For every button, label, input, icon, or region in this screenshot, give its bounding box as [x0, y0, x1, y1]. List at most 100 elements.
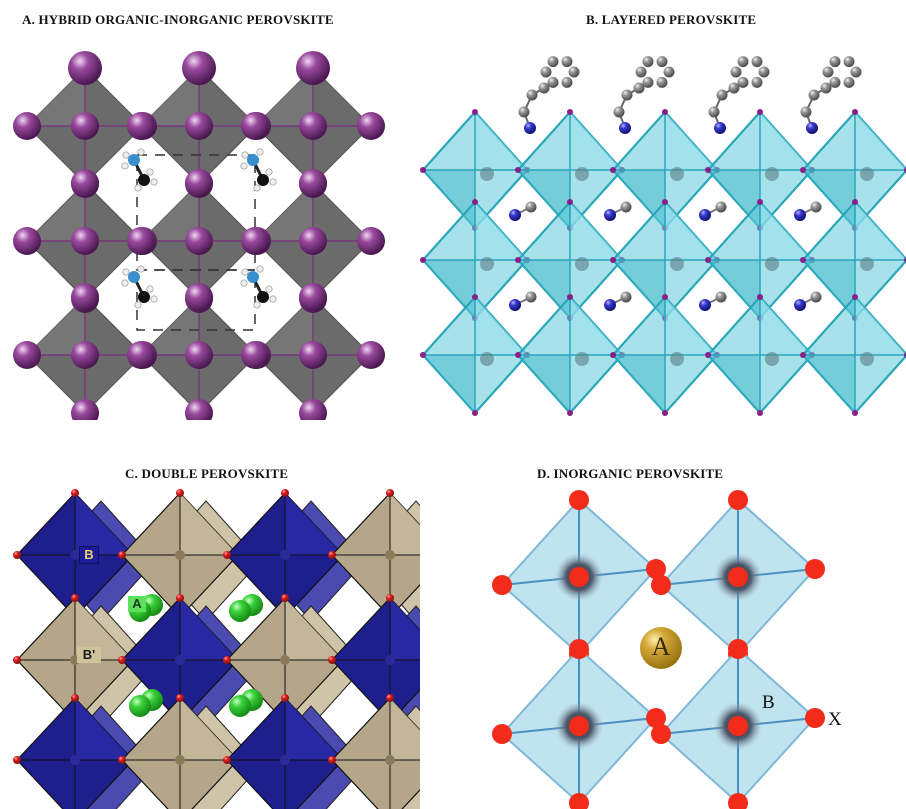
halide-atom	[567, 410, 573, 416]
oxygen-atom	[328, 656, 336, 664]
octahedron-face	[255, 297, 313, 355]
octahedron-face	[141, 297, 199, 355]
oxygen-atom	[328, 551, 336, 559]
carbon-atom	[620, 201, 632, 213]
carbon-atom	[843, 76, 855, 88]
carbon-atom	[810, 201, 822, 213]
carbon-atom	[820, 82, 832, 94]
carbon-atom	[525, 201, 537, 213]
halide-atom	[241, 112, 269, 140]
halide-atom	[185, 169, 213, 197]
carbon-atom	[850, 66, 862, 78]
oxygen-atom	[281, 694, 289, 702]
x-anion	[492, 575, 512, 595]
halide-atom	[515, 352, 521, 358]
oxygen-atom	[281, 489, 289, 497]
halide-atom	[13, 227, 41, 255]
panel-double-perovskite: C. DOUBLE PEROVSKITE B A B'	[0, 460, 420, 809]
panel-inorganic-perovskite: D. INORGANIC PEROVSKITE A B X	[420, 460, 906, 809]
octahedron-face	[803, 355, 855, 413]
nitrogen-atom	[604, 209, 616, 221]
halide-atom	[472, 410, 478, 416]
metal-atom	[860, 257, 874, 271]
halide-atom	[662, 109, 668, 115]
carbon-atom	[829, 76, 841, 88]
carbon-atom	[822, 66, 834, 78]
b-site-atom	[70, 755, 80, 765]
carbon-atom	[730, 66, 742, 78]
halide-atom	[241, 341, 269, 369]
octahedron-face	[665, 202, 717, 260]
a-site-atom	[229, 600, 251, 622]
hydrogen-atom	[121, 162, 129, 170]
halide-atom	[71, 112, 99, 140]
halide-atom	[68, 51, 102, 85]
octahedron-face	[423, 355, 475, 413]
carbon-atom	[538, 82, 550, 94]
carbon-atom	[561, 76, 573, 88]
halide-atom	[705, 167, 711, 173]
nitrogen-atom	[604, 299, 616, 311]
nitrogen-atom	[247, 154, 259, 166]
carbon-atom	[642, 56, 654, 68]
panel-c-title: C. DOUBLE PEROVSKITE	[125, 466, 289, 481]
carbon-atom	[810, 291, 822, 303]
halide-atom	[705, 257, 711, 263]
hydrogen-atom	[241, 151, 249, 159]
halide-atom	[420, 352, 426, 358]
hydrogen-atom	[150, 295, 158, 303]
halide-atom	[127, 112, 155, 140]
halide-atom	[71, 283, 99, 311]
octahedron-face	[613, 170, 665, 228]
octahedron-face	[803, 260, 855, 318]
panel-layered-perovskite: B. LAYERED PEROVSKITE	[420, 0, 906, 420]
alkyl-chain	[804, 87, 827, 129]
hydrogen-atom	[240, 279, 248, 287]
a-site-atom	[229, 695, 251, 717]
oxygen-atom	[386, 594, 394, 602]
oxygen-atom	[71, 694, 79, 702]
carbon-atom	[715, 291, 727, 303]
layered-perovskite-structure	[420, 56, 906, 416]
hydrogen-atom	[122, 151, 130, 159]
label-a-cation: A	[651, 632, 671, 661]
oxygen-atom	[118, 656, 126, 664]
inorganic-perovskite-structure	[492, 490, 825, 809]
carbon-atom	[635, 66, 647, 78]
octahedron-face	[390, 698, 420, 760]
halide-atom	[852, 199, 858, 205]
hydrogen-atom	[121, 279, 129, 287]
oxygen-atom	[71, 594, 79, 602]
carbon-atom	[547, 56, 559, 68]
b-site-atom	[280, 755, 290, 765]
hydrogen-atom	[137, 265, 145, 273]
octahedron-face	[475, 202, 527, 260]
octahedron-face	[613, 260, 665, 318]
x-anion	[569, 716, 589, 736]
octahedron-face	[760, 297, 812, 355]
carbon-atom	[708, 106, 720, 118]
halide-atom	[71, 399, 99, 420]
carbon-atom	[257, 174, 269, 186]
octahedron-face	[570, 202, 622, 260]
x-anion	[569, 793, 589, 809]
metal-atom	[670, 167, 684, 181]
hydrogen-atom	[256, 265, 264, 273]
halide-atom	[757, 410, 763, 416]
octahedron-face	[665, 112, 717, 170]
octahedron-face	[855, 112, 906, 170]
hydrogen-atom	[269, 178, 277, 186]
halide-atom	[420, 167, 426, 173]
metal-atom	[765, 352, 779, 366]
halide-atom	[472, 294, 478, 300]
x-anion	[805, 708, 825, 728]
carbon-atom	[656, 76, 668, 88]
octahedron-face	[390, 493, 420, 555]
halide-atom	[296, 51, 330, 85]
nitrogen-atom	[794, 209, 806, 221]
nitrogen-atom	[699, 299, 711, 311]
oxygen-atom	[71, 489, 79, 497]
nitrogen-atom	[619, 122, 631, 134]
nitrogen-atom	[128, 271, 140, 283]
carbon-atom	[829, 56, 841, 68]
